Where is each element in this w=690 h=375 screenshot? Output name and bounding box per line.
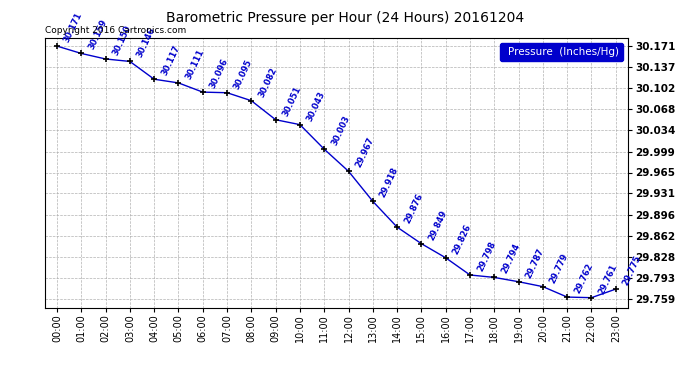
- Text: 30.111: 30.111: [184, 48, 206, 81]
- Text: 29.918: 29.918: [378, 166, 400, 199]
- Text: 30.082: 30.082: [257, 66, 279, 99]
- Text: 30.003: 30.003: [330, 114, 351, 147]
- Text: 29.779: 29.779: [549, 252, 570, 285]
- Text: 29.794: 29.794: [500, 242, 522, 275]
- Text: 29.787: 29.787: [524, 247, 546, 279]
- Text: 30.095: 30.095: [233, 58, 255, 90]
- Text: 30.146: 30.146: [135, 26, 157, 59]
- Text: 29.775: 29.775: [621, 254, 643, 287]
- Text: Copyright 2016 Cartronics.com: Copyright 2016 Cartronics.com: [45, 26, 186, 35]
- Text: 30.043: 30.043: [306, 90, 327, 123]
- Text: 29.876: 29.876: [403, 192, 424, 225]
- Text: 29.967: 29.967: [354, 136, 376, 169]
- Text: Barometric Pressure per Hour (24 Hours) 20161204: Barometric Pressure per Hour (24 Hours) …: [166, 11, 524, 25]
- Legend: Pressure  (Inches/Hg): Pressure (Inches/Hg): [500, 43, 622, 61]
- Text: 29.826: 29.826: [451, 222, 473, 256]
- Text: 30.171: 30.171: [63, 11, 84, 44]
- Text: 30.051: 30.051: [282, 84, 303, 117]
- Text: 29.849: 29.849: [427, 209, 449, 242]
- Text: 29.798: 29.798: [475, 240, 497, 273]
- Text: 30.096: 30.096: [208, 57, 230, 90]
- Text: 29.762: 29.762: [573, 262, 595, 295]
- Text: 30.117: 30.117: [159, 44, 181, 77]
- Text: 29.761: 29.761: [597, 262, 619, 296]
- Text: 30.150: 30.150: [111, 24, 133, 57]
- Text: 30.159: 30.159: [87, 18, 108, 51]
